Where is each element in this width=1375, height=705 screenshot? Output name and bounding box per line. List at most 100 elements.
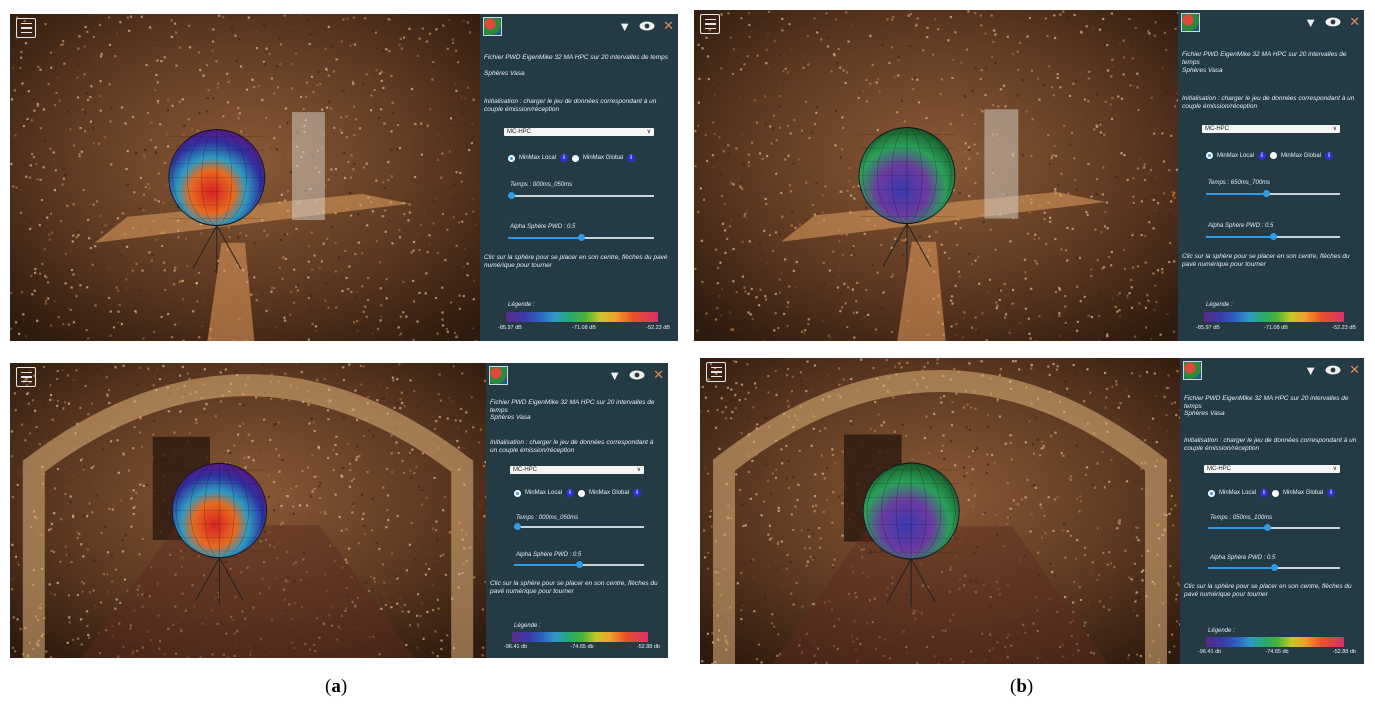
menu-icon[interactable] xyxy=(700,14,720,34)
legend-mid: -74.65 db xyxy=(570,643,594,650)
radio-minmax-local[interactable] xyxy=(1208,489,1215,497)
info-icon[interactable]: i xyxy=(633,489,642,498)
window-opening xyxy=(292,112,325,221)
dataset-select[interactable]: MC-HPC ∨ xyxy=(510,465,644,474)
caption-a: (a) xyxy=(325,676,348,697)
time-label: Temps : 000ms_050ms xyxy=(516,515,578,521)
alpha-slider-thumb[interactable] xyxy=(1271,563,1278,571)
radio-minmax-global[interactable] xyxy=(1270,152,1278,160)
tripod xyxy=(886,558,936,607)
info-icon[interactable]: i xyxy=(1260,489,1269,497)
3d-viewport[interactable] xyxy=(694,10,1178,341)
legend-color-bar xyxy=(1204,311,1344,322)
file-title: Fichier PWD EigenMike 32 MA HPC sur 20 i… xyxy=(1182,50,1347,66)
help-text: Clic sur la sphère pour se placer en son… xyxy=(1182,252,1350,268)
legend-ticks: -96.41 db -74.65 db -52.88 db xyxy=(1198,649,1356,655)
alpha-label-text: Alpha Sphère PWD : xyxy=(1208,222,1264,229)
radio-minmax-local[interactable] xyxy=(508,154,515,162)
alpha-slider[interactable] xyxy=(514,561,644,569)
alpha-slider-thumb[interactable] xyxy=(1270,232,1277,240)
dataset-select-value: MC-HPC xyxy=(507,129,531,135)
radio-minmax-global[interactable] xyxy=(1272,489,1280,497)
close-icon[interactable]: ✕ xyxy=(1349,14,1360,29)
file-subtitle: Sphères Vasa xyxy=(1184,410,1225,418)
time-slider-thumb[interactable] xyxy=(1263,190,1271,198)
app-logo-icon xyxy=(483,17,502,36)
info-icon[interactable]: i xyxy=(1258,151,1267,160)
3d-viewport[interactable] xyxy=(10,14,480,341)
menu-icon[interactable] xyxy=(706,362,726,382)
radio-minmax-global[interactable] xyxy=(572,154,580,162)
legend-max: -52.23 dB xyxy=(646,325,670,331)
screen-a-top: ▼ ✕ Fichier PWD EigenMike 32 MA HPC sur 20… xyxy=(10,14,678,341)
point-cloud-scene[interactable] xyxy=(694,10,1178,341)
dataset-select[interactable]: MC-HPC ∨ xyxy=(1204,464,1340,473)
app-logo-icon xyxy=(489,366,508,385)
info-icon[interactable]: i xyxy=(627,154,636,162)
info-icon[interactable]: i xyxy=(566,489,575,498)
dataset-select[interactable]: MC-HPC ∨ xyxy=(1202,125,1340,134)
3d-viewport[interactable] xyxy=(10,363,486,658)
radio-minmax-local[interactable] xyxy=(1206,152,1213,160)
dropdown-icon[interactable]: ▼ xyxy=(1304,14,1318,30)
tripod xyxy=(192,225,242,274)
dropdown-icon[interactable]: ▼ xyxy=(618,18,632,34)
alpha-label: Alpha Sphère PWD : 0.5 xyxy=(1208,223,1273,229)
init-text: Initialisation : charger le jeu de donné… xyxy=(1184,436,1357,452)
legend-max: -52.23 dB xyxy=(1332,324,1356,331)
close-icon[interactable]: ✕ xyxy=(663,18,674,33)
stone-arch xyxy=(713,370,1167,664)
time-slider-thumb[interactable] xyxy=(513,523,521,531)
info-icon[interactable]: i xyxy=(560,154,569,162)
eye-icon[interactable] xyxy=(1325,363,1341,378)
eye-icon[interactable] xyxy=(639,19,655,34)
alpha-value: 0.5 xyxy=(1265,222,1274,229)
dropdown-icon[interactable]: ▼ xyxy=(608,367,622,383)
time-slider-thumb[interactable] xyxy=(1264,524,1272,532)
radio-label-global: MinMax Global xyxy=(589,490,630,497)
legend-ticks: -85.97 dB -71.08 dB -52.23 dB xyxy=(498,325,670,331)
eye-icon[interactable] xyxy=(629,368,645,383)
alpha-slider-thumb[interactable] xyxy=(578,234,585,241)
3d-viewport[interactable] xyxy=(700,358,1180,664)
alpha-slider-thumb[interactable] xyxy=(576,561,583,569)
tripod xyxy=(195,557,244,605)
point-cloud-scene[interactable] xyxy=(10,14,480,341)
help-text: Clic sur la sphère pour se placer en son… xyxy=(1184,582,1352,598)
panel-toolbar: ▼ ✕ xyxy=(1304,362,1360,378)
radio-minmax-local[interactable] xyxy=(514,489,521,497)
point-cloud-scene[interactable] xyxy=(700,358,1180,664)
info-icon[interactable]: i xyxy=(1325,151,1334,160)
init-text: Initialisation : charger le jeu de donné… xyxy=(1182,95,1355,110)
time-slider[interactable] xyxy=(1206,190,1340,198)
pews-floor xyxy=(772,526,1108,664)
menu-icon[interactable] xyxy=(16,18,36,38)
time-slider-thumb[interactable] xyxy=(507,192,515,199)
radio-minmax-global[interactable] xyxy=(578,489,586,497)
alpha-label-text: Alpha Sphère PWD : xyxy=(510,224,566,230)
file-title: Fichier PWD EigenMike 32 MA HPC sur 20 i… xyxy=(1184,395,1349,411)
time-slider[interactable] xyxy=(507,192,654,199)
dataset-select-value: MC-HPC xyxy=(1205,126,1229,133)
info-icon[interactable]: i xyxy=(1327,489,1336,497)
close-icon[interactable]: ✕ xyxy=(1349,362,1360,377)
minmax-radios: MinMax Local i MinMax Global i xyxy=(508,154,672,162)
pwd-sphere xyxy=(858,127,956,224)
point-cloud-scene[interactable] xyxy=(10,363,486,658)
app-logo-icon xyxy=(1181,13,1200,32)
eye-icon[interactable] xyxy=(1325,15,1341,30)
alpha-slider[interactable] xyxy=(508,234,654,241)
pwd-sphere xyxy=(168,129,266,226)
dataset-select[interactable]: MC-HPC ∨ xyxy=(504,128,654,136)
close-icon[interactable]: ✕ xyxy=(653,367,664,382)
time-slider[interactable] xyxy=(1208,524,1340,532)
alpha-slider[interactable] xyxy=(1206,232,1340,240)
point-cloud-texture xyxy=(700,358,1180,664)
menu-icon[interactable] xyxy=(16,367,36,387)
dropdown-icon[interactable]: ▼ xyxy=(1304,362,1318,378)
legend-title: Légende : xyxy=(508,302,535,308)
alpha-slider[interactable] xyxy=(1208,563,1340,571)
legend-max: -52.88 db xyxy=(1332,649,1356,655)
time-slider[interactable] xyxy=(513,523,644,531)
alpha-label: Alpha Sphère PWD : 0.5 xyxy=(510,224,575,230)
